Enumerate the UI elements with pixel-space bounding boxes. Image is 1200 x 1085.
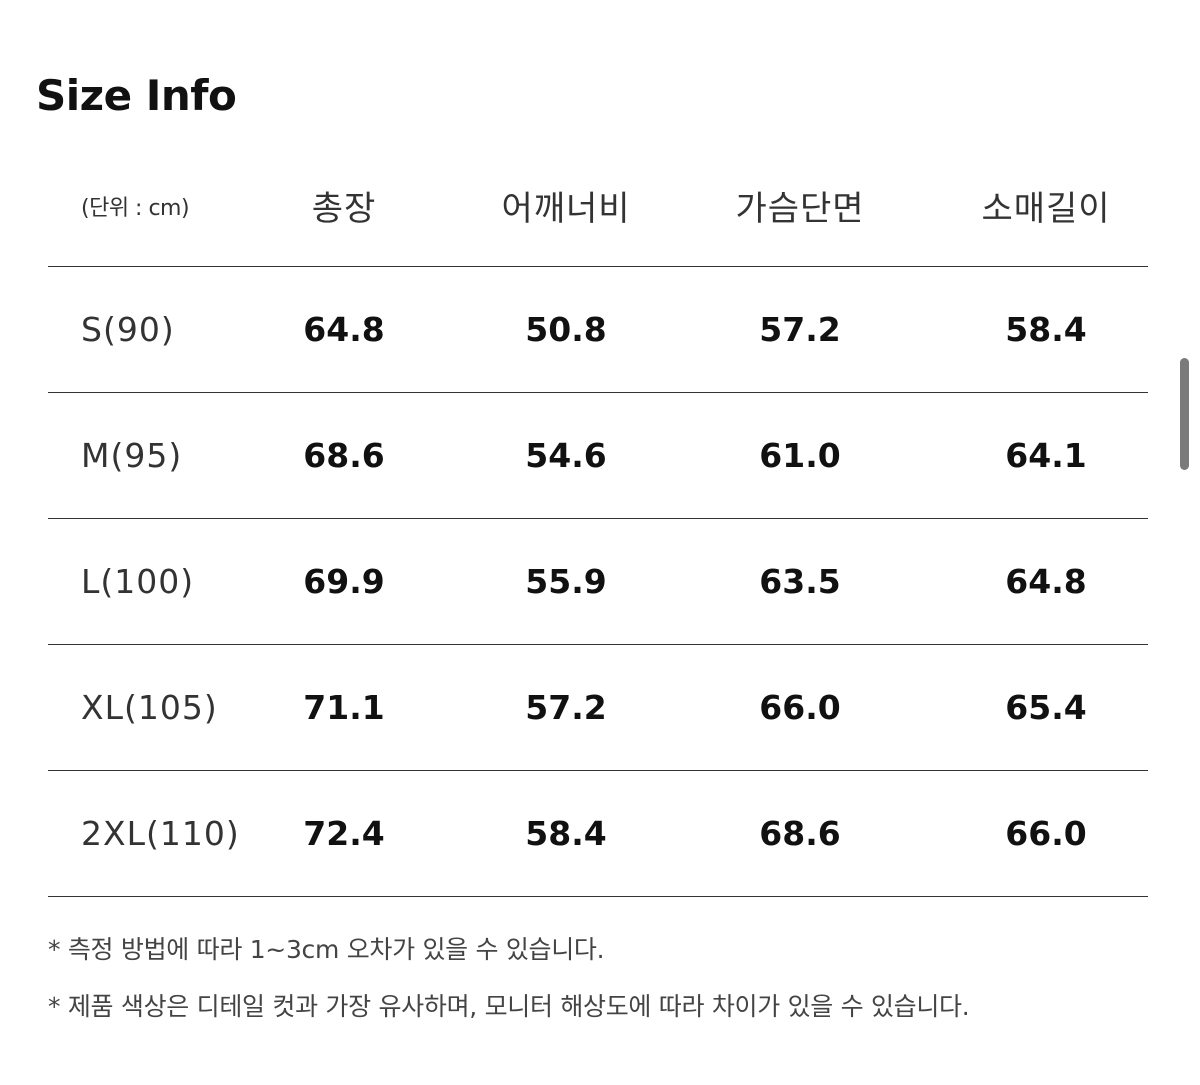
table-cell: 61.0 [759, 436, 841, 475]
table-cell: 63.5 [759, 562, 841, 601]
table-row: XL(105) 71.1 57.2 66.0 65.4 [48, 644, 1148, 770]
table-cell: 54.6 [525, 436, 607, 475]
table-cell: 66.0 [1005, 814, 1087, 853]
table-cell: 68.6 [759, 814, 841, 853]
footnote-measurement: * 측정 방법에 따라 1~3cm 오차가 있을 수 있습니다. [48, 935, 605, 964]
table-cell: 66.0 [759, 688, 841, 727]
table-cell: 65.4 [1005, 688, 1087, 727]
table-cell: 71.1 [303, 688, 385, 727]
table-row: M(95) 68.6 54.6 61.0 64.1 [48, 392, 1148, 518]
column-header-length: 총장 [311, 189, 377, 229]
table-row: 2XL(110) 72.4 58.4 68.6 66.0 [48, 770, 1148, 897]
table-header-row: (단위 : cm) 총장 어깨너비 가슴단면 소매길이 [48, 145, 1148, 266]
table-cell: 69.9 [303, 562, 385, 601]
table-cell: 64.8 [303, 310, 385, 349]
table-cell: 72.4 [303, 814, 385, 853]
column-header-chest: 가슴단면 [735, 189, 865, 229]
table-cell: 64.8 [1005, 562, 1087, 601]
table-cell: 58.4 [1005, 310, 1087, 349]
scrollbar-thumb[interactable] [1180, 358, 1189, 470]
size-label: S(90) [81, 310, 175, 349]
footnotes: * 측정 방법에 따라 1~3cm 오차가 있을 수 있습니다. * 제품 색상… [48, 930, 1148, 1044]
table-cell: 57.2 [759, 310, 841, 349]
table-row: L(100) 69.9 55.9 63.5 64.8 [48, 518, 1148, 644]
table-cell: 57.2 [525, 688, 607, 727]
table-cell: 58.4 [525, 814, 607, 853]
size-label: L(100) [81, 562, 195, 601]
column-header-sleeve: 소매길이 [981, 189, 1111, 229]
column-header-shoulder: 어깨너비 [501, 189, 631, 229]
footnote-color: * 제품 색상은 디테일 컷과 가장 유사하며, 모니터 해상도에 따라 차이가… [48, 992, 970, 1021]
size-label: XL(105) [81, 688, 218, 727]
table-row: S(90) 64.8 50.8 57.2 58.4 [48, 266, 1148, 392]
table-cell: 50.8 [525, 310, 607, 349]
unit-label: (단위 : cm) [81, 195, 190, 221]
size-label: M(95) [81, 436, 183, 475]
size-table: (단위 : cm) 총장 어깨너비 가슴단면 소매길이 S(90) 64.8 5… [48, 145, 1148, 897]
table-cell: 68.6 [303, 436, 385, 475]
page-title: Size Info [36, 71, 237, 120]
size-label: 2XL(110) [81, 814, 240, 853]
table-cell: 64.1 [1005, 436, 1087, 475]
table-cell: 55.9 [525, 562, 607, 601]
